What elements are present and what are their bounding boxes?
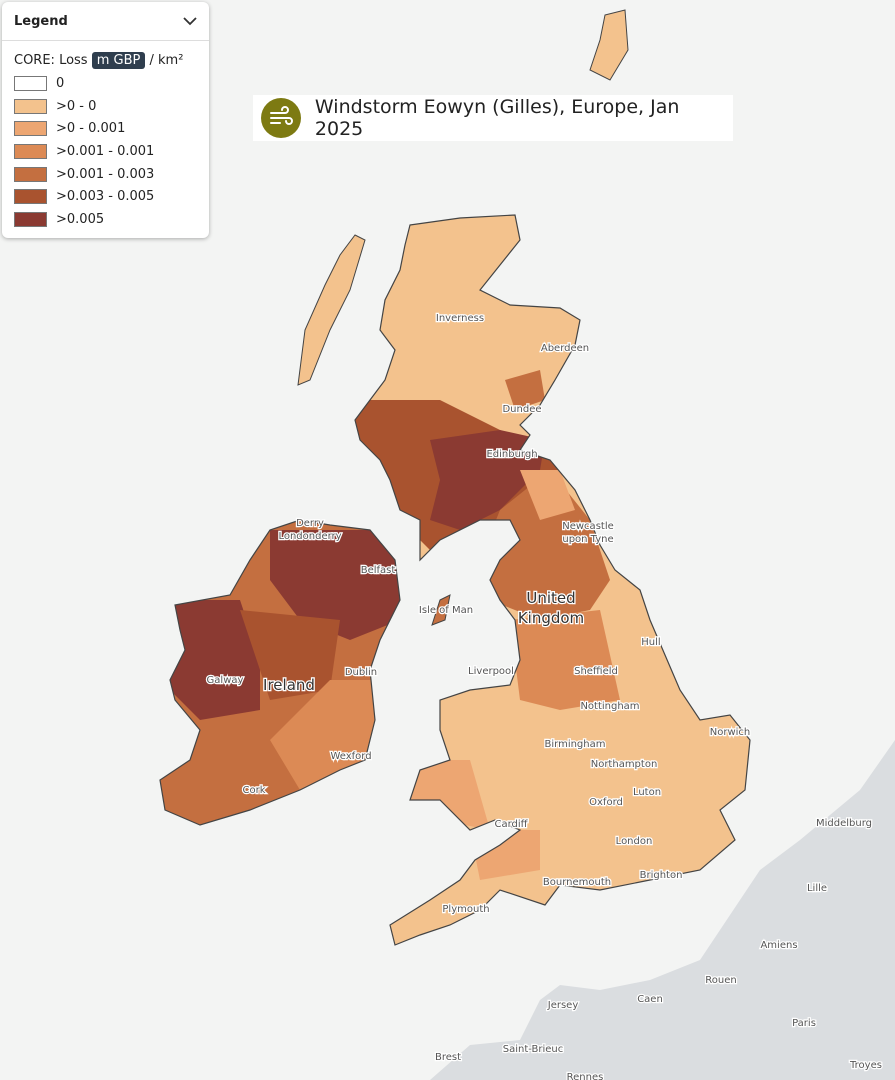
legend-item: >0 - 0.001: [2, 117, 209, 140]
legend-metric: CORE: Loss m GBP / km²: [2, 41, 209, 72]
legend-swatch: [14, 98, 47, 114]
place-label: Londonderry: [278, 531, 341, 542]
place-label: Isle of Man: [419, 605, 473, 616]
place-label: Liverpool: [468, 666, 514, 677]
place-label: Cardiff: [494, 819, 528, 830]
place-label: Saint-Brieuc: [503, 1044, 564, 1055]
legend-items: 0 >0 - 0 >0 - 0.001 >0.001 - 0.001 >0.001 - …: [2, 72, 209, 231]
legend-item: >0 - 0: [2, 95, 209, 118]
place-label: Galway: [207, 675, 244, 686]
orkney-shetland: [589, 9, 629, 81]
place-label: Dublin: [345, 667, 377, 678]
place-label: Paris: [792, 1018, 816, 1029]
legend-item: >0.001 - 0.001: [2, 140, 209, 163]
place-label: Norwich: [710, 727, 751, 738]
legend-swatch: [14, 189, 47, 205]
place-label: Derry: [296, 518, 324, 529]
place-label: Middelburg: [816, 818, 872, 829]
place-label: Amiens: [760, 940, 797, 951]
place-label: Oxford: [589, 797, 623, 808]
place-label: Edinburgh: [486, 449, 537, 460]
place-label: Brighton: [640, 870, 683, 881]
place-label: Rennes: [567, 1072, 604, 1080]
legend-item: >0.005: [2, 208, 209, 231]
place-label: Caen: [637, 994, 663, 1005]
collapse-icon[interactable]: [183, 16, 197, 26]
place-label: Aberdeen: [541, 343, 589, 354]
place-label: Kingdom: [518, 609, 584, 627]
place-label: Troyes: [849, 1060, 882, 1071]
legend-swatch: [14, 75, 47, 91]
hebrides: [297, 234, 366, 386]
place-label: Dundee: [502, 404, 541, 415]
place-label: Luton: [633, 787, 661, 798]
legend-swatch: [14, 143, 47, 159]
ireland-outline: [159, 519, 401, 826]
legend-item: 0: [2, 72, 209, 95]
legend-label: >0.005: [56, 211, 105, 227]
metric: CORE: Loss: [14, 53, 88, 68]
place-labels: Inverness Aberdeen Dundee Edinburgh Derry Lon…: [205, 312, 883, 1080]
legend-label: >0.001 - 0.003: [56, 166, 155, 182]
legend-label: >0.003 - 0.005: [56, 189, 155, 205]
wind-icon: [261, 98, 301, 138]
place-label: Sheffield: [574, 666, 618, 677]
place-label: Plymouth: [442, 904, 489, 915]
legend-item: >0.001 - 0.003: [2, 163, 209, 186]
place-label: United: [526, 589, 575, 607]
place-label: Nottingham: [580, 701, 639, 712]
event-banner: Windstorm Eowyn (Gilles), Europe, Jan 20…: [253, 95, 733, 141]
isle-of-man: [431, 594, 451, 626]
place-label: Newcastle: [562, 521, 614, 532]
event-title: Windstorm Eowyn (Gilles), Europe, Jan 20…: [314, 96, 680, 140]
place-label: Hull: [641, 637, 660, 648]
legend-title: Legend: [14, 13, 68, 29]
place-label: Northampton: [591, 759, 658, 770]
continent: [430, 740, 895, 1080]
legend-swatch: [14, 211, 47, 227]
place-label: Belfast: [361, 565, 396, 576]
place-label: Bournemouth: [543, 877, 611, 888]
great-britain: [355, 215, 750, 945]
ireland: [160, 520, 400, 825]
place-label: upon Tyne: [562, 534, 613, 545]
per-unit: / km²: [149, 53, 184, 68]
legend-item: >0.003 - 0.005: [2, 185, 209, 208]
place-label: Wexford: [330, 751, 371, 762]
place-label: Birmingham: [545, 739, 606, 750]
place-label: Inverness: [436, 313, 484, 324]
place-label: Jersey: [547, 1000, 579, 1011]
unit-badge[interactable]: m GBP: [91, 52, 146, 69]
legend-swatch: [14, 166, 47, 182]
legend-swatch: [14, 121, 47, 137]
legend: Legend CORE: Loss m GBP / km² 0 >0 - 0 >0 …: [2, 2, 209, 238]
legend-label: >0 - 0: [56, 98, 97, 114]
place-label: Brest: [435, 1052, 461, 1063]
place-label: Rouen: [705, 975, 736, 986]
place-label: London: [616, 836, 653, 847]
legend-header[interactable]: Legend: [2, 2, 209, 41]
place-label: Lille: [807, 883, 827, 894]
legend-label: >0.001 - 0.001: [56, 143, 155, 159]
place-label: Ireland: [263, 676, 315, 694]
legend-label: 0: [56, 75, 65, 91]
place-label: Cork: [242, 785, 265, 796]
legend-label: >0 - 0.001: [56, 121, 126, 137]
